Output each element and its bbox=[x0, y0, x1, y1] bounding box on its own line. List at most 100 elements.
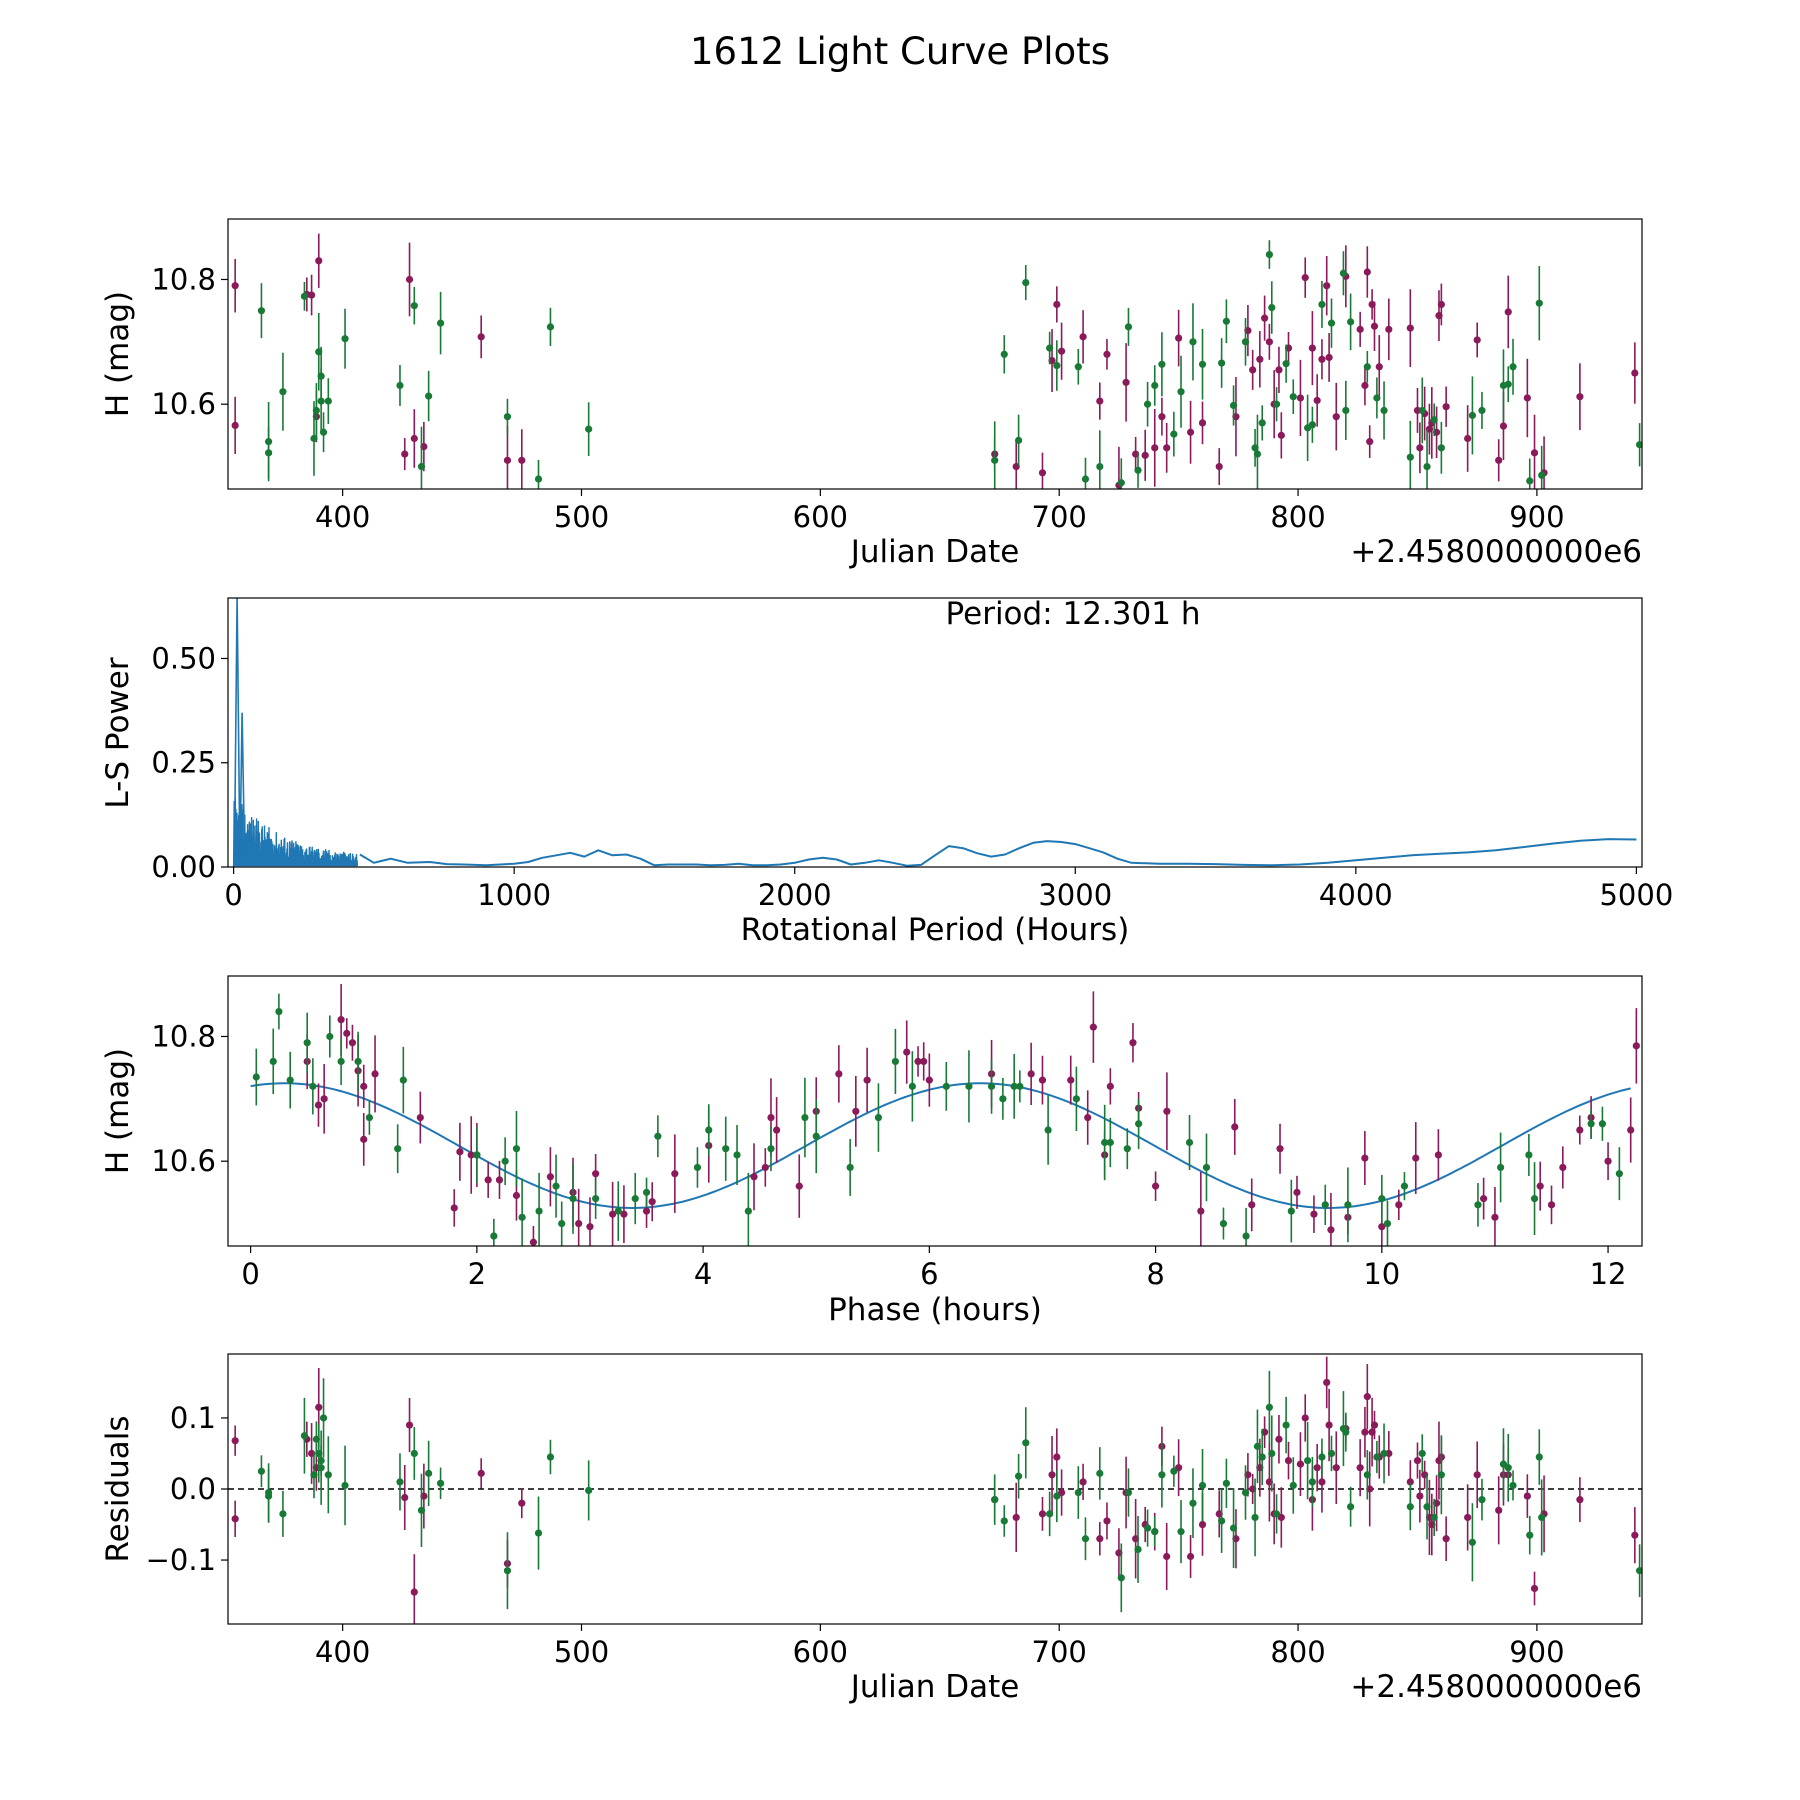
data-point bbox=[733, 1151, 741, 1159]
lightcurve-frame bbox=[227, 218, 1643, 490]
data-point bbox=[309, 1082, 317, 1090]
data-point bbox=[1363, 268, 1371, 276]
lightcurve-xlabel: Julian Date bbox=[849, 534, 1020, 570]
data-point bbox=[1437, 1471, 1445, 1479]
data-point bbox=[1504, 380, 1512, 388]
data-point bbox=[501, 1157, 509, 1165]
data-point bbox=[1258, 419, 1266, 427]
data-point bbox=[1378, 1223, 1386, 1231]
data-point bbox=[337, 1057, 345, 1066]
data-point bbox=[1442, 403, 1450, 411]
data-point bbox=[1089, 1023, 1097, 1031]
periodogram-xtick-label: 0 bbox=[224, 878, 242, 912]
data-point bbox=[1530, 1584, 1539, 1593]
periodogram-line bbox=[359, 838, 1637, 867]
data-point bbox=[722, 1145, 730, 1153]
data-point bbox=[1504, 308, 1512, 316]
data-point bbox=[1170, 1467, 1178, 1475]
phased-ytick-label: 10.6 bbox=[151, 1144, 216, 1178]
data-point bbox=[319, 1414, 328, 1422]
data-point bbox=[1074, 1488, 1082, 1497]
data-point bbox=[1632, 1042, 1640, 1050]
data-point bbox=[1347, 318, 1355, 326]
data-point bbox=[631, 1195, 639, 1203]
data-point bbox=[265, 449, 273, 457]
data-point bbox=[365, 1113, 373, 1122]
data-point bbox=[416, 1113, 424, 1122]
data-point bbox=[231, 1437, 239, 1445]
data-point bbox=[1547, 1201, 1556, 1209]
data-point bbox=[317, 372, 325, 380]
data-point bbox=[1198, 1520, 1207, 1529]
data-point bbox=[1293, 1188, 1301, 1196]
periodogram-noise-line bbox=[232, 798, 358, 867]
data-point bbox=[1636, 1567, 1642, 1575]
data-point bbox=[1000, 1517, 1008, 1525]
data-point bbox=[341, 335, 349, 343]
data-point bbox=[405, 1421, 414, 1429]
data-point bbox=[1096, 397, 1104, 405]
data-point bbox=[1258, 1453, 1266, 1461]
lightcurve-ytick-label: 10.8 bbox=[151, 262, 216, 296]
phased-xtick-label: 8 bbox=[1146, 1257, 1164, 1291]
data-point bbox=[1101, 1138, 1109, 1147]
data-point bbox=[1151, 381, 1159, 390]
data-point bbox=[1373, 394, 1381, 402]
lightcurve-panel: 400 500 600 700 800 900 10.6 10.8 Julian Date +… bbox=[100, 218, 1643, 570]
data-point bbox=[477, 333, 485, 341]
data-point bbox=[1301, 274, 1309, 282]
data-point bbox=[1022, 1439, 1030, 1447]
data-point bbox=[1106, 1082, 1114, 1090]
data-point bbox=[546, 1453, 555, 1461]
data-point bbox=[518, 1499, 526, 1507]
data-point bbox=[1442, 1535, 1450, 1543]
data-point bbox=[1158, 1471, 1166, 1479]
data-point bbox=[396, 381, 404, 390]
data-point bbox=[1151, 444, 1159, 452]
data-point bbox=[231, 1515, 239, 1523]
data-point bbox=[1158, 413, 1166, 421]
data-point bbox=[1198, 419, 1207, 427]
data-point bbox=[410, 1449, 418, 1458]
data-point bbox=[1332, 1464, 1340, 1472]
data-point bbox=[410, 1588, 418, 1596]
data-point bbox=[846, 1163, 854, 1172]
data-point bbox=[320, 1095, 328, 1103]
data-point bbox=[360, 1082, 368, 1090]
data-point bbox=[1072, 1095, 1080, 1103]
data-point bbox=[1265, 1403, 1273, 1411]
periodogram-xtick-label: 2000 bbox=[758, 878, 832, 912]
data-point bbox=[1249, 366, 1257, 374]
data-point bbox=[1342, 406, 1350, 415]
data-point bbox=[609, 1210, 617, 1218]
residuals-ticks: 400 500 600 700 800 900 −0.1 0.0 0.1 bbox=[146, 1401, 1565, 1669]
data-point bbox=[1310, 1210, 1318, 1218]
lightcurve-xtick-label: 800 bbox=[1270, 500, 1325, 534]
data-point bbox=[1231, 1123, 1239, 1131]
data-point bbox=[1413, 1456, 1422, 1465]
data-point bbox=[671, 1170, 679, 1178]
data-point bbox=[1163, 1107, 1171, 1115]
phased-xtick-label: 6 bbox=[920, 1257, 938, 1291]
data-point bbox=[1361, 1428, 1369, 1436]
data-point bbox=[1096, 1469, 1104, 1477]
periodogram-xtick-label: 4000 bbox=[1319, 878, 1393, 912]
data-point bbox=[1141, 451, 1149, 459]
residuals-data bbox=[228, 1356, 1642, 1624]
periodogram-ticks: 0 1000 2000 3000 4000 5000 0.00 0.25 0.50 bbox=[151, 641, 1673, 912]
data-point bbox=[1525, 1151, 1533, 1159]
data-point bbox=[648, 1198, 656, 1206]
periodogram-frame bbox=[227, 597, 1643, 868]
periodogram-xtick-label: 5000 bbox=[1599, 878, 1673, 912]
data-point bbox=[1197, 1207, 1205, 1215]
data-point bbox=[1276, 1145, 1284, 1153]
data-point bbox=[436, 319, 445, 327]
lightcurve-xtick-label: 600 bbox=[793, 500, 848, 534]
data-point bbox=[307, 291, 316, 299]
data-point bbox=[1437, 444, 1445, 452]
data-point bbox=[1222, 317, 1230, 325]
data-point bbox=[1418, 1449, 1426, 1458]
data-point bbox=[534, 475, 543, 483]
residuals-xtick-label: 800 bbox=[1270, 1635, 1325, 1669]
data-point bbox=[1296, 1460, 1305, 1468]
